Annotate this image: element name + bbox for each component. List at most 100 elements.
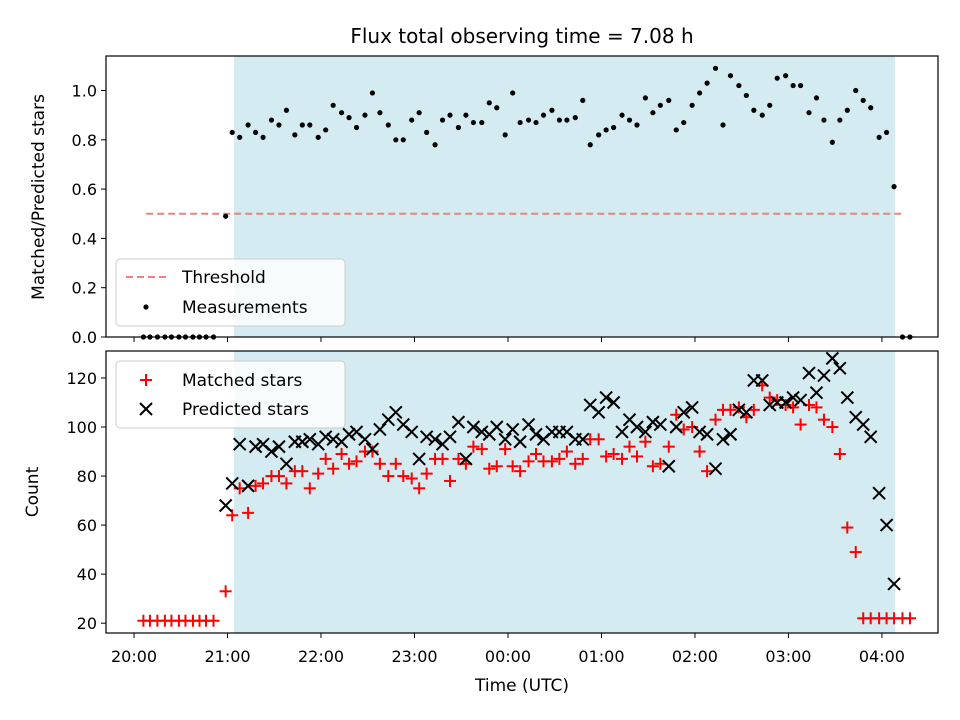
measurement-point [643,95,648,100]
measurement-point [471,120,476,125]
measurement-point [494,105,499,110]
top-legend-measurements-swatch [143,304,148,309]
measurement-point [891,184,896,189]
measurement-point [307,122,312,127]
measurement-point [596,132,601,137]
measurement-point [377,110,382,115]
measurement-point [861,98,866,103]
top-legend-threshold-label: Threshold [181,268,266,288]
measurement-point [611,125,616,130]
measurement-point [432,142,437,147]
top-panel: 0.00.20.40.60.81.0 Matched/Predicted sta… [29,56,938,347]
measurement-point [223,214,228,219]
measurement-point [751,108,756,113]
measurement-point [549,108,554,113]
measurement-point [409,117,414,122]
figure-title: Flux total observing time = 7.08 h [350,24,693,48]
bottom-y-tick-label: 100 [66,418,97,437]
measurement-point [877,135,882,140]
measurement-point [323,127,328,132]
measurement-point [393,137,398,142]
bottom-x-tick-label: 23:00 [391,647,437,666]
measurement-point [704,81,709,86]
bottom-x-tick-label: 02:00 [672,647,718,666]
measurement-point [316,135,321,140]
predicted-point [220,499,232,511]
measurement-point [541,113,546,118]
measurement-point [830,140,835,145]
measurement-point [518,120,523,125]
measurement-point [424,130,429,135]
measurement-point [370,90,375,95]
measurement-point [760,113,765,118]
measurement-point [447,113,452,118]
bottom-y-tick-label: 120 [66,369,97,388]
bottom-x-tick-label: 21:00 [204,647,250,666]
measurement-point [713,66,718,71]
measurement-point [814,95,819,100]
measurement-point [783,73,788,78]
measurement-point [690,103,695,108]
bottom-panel: 20406080100120 20:00 21:00 22:00 23:00 00:00… [23,351,938,696]
measurement-point [806,110,811,115]
top-y-tick-label: 0.4 [72,229,97,248]
measurement-point [736,83,741,88]
bottom-y-tick-label: 20 [77,614,97,633]
measurement-point [339,110,344,115]
bottom-y-tick-label: 80 [77,467,97,486]
measurement-point [503,132,508,137]
measurement-point [775,76,780,81]
measurement-point [634,122,639,127]
measurement-point [253,130,258,135]
measurement-point [479,120,484,125]
top-y-tick-label: 0.0 [72,328,97,347]
measurement-point [853,88,858,93]
measurement-point [674,127,679,132]
matched-point [208,615,220,627]
top-y-ticks: 0.00.20.40.60.81.0 [72,82,106,347]
measurement-point [354,125,359,130]
measurement-point [868,105,873,110]
bottom-y-axis-label: Count [23,466,43,517]
measurement-point [292,132,297,137]
matched-point [220,585,232,597]
measurement-point [837,117,842,122]
bottom-legend: Matched stars Predicted stars [116,361,345,428]
measurement-point [627,117,632,122]
top-y-tick-label: 1.0 [72,82,97,101]
measurement-point [791,83,796,88]
top-legend: Threshold Measurements [116,259,345,326]
matched-point [904,612,916,624]
bottom-y-tick-label: 40 [77,565,97,584]
bottom-y-tick-label: 60 [77,516,97,535]
measurement-point [346,115,351,120]
measurement-point [269,117,274,122]
measurement-point [884,130,889,135]
measurement-point [580,98,585,103]
measurement-point [362,113,367,118]
measurement-point [767,103,772,108]
measurement-point [588,142,593,147]
bottom-legend-matched-label: Matched stars [182,371,302,391]
measurement-point [331,103,336,108]
measurement-point [440,117,445,122]
measurement-point [260,135,265,140]
measurement-point [456,125,461,130]
measurement-point [604,127,609,132]
measurement-point [284,108,289,113]
measurement-point [650,110,655,115]
measurement-point [666,98,671,103]
measurement-point [417,110,422,115]
top-legend-measurements-label: Measurements [182,298,308,318]
measurement-point [744,93,749,98]
measurement-point [564,117,569,122]
top-y-tick-label: 0.8 [72,131,97,150]
measurement-point [821,117,826,122]
measurement-point [845,108,850,113]
measurement-point [510,90,515,95]
bottom-legend-predicted-label: Predicted stars [182,400,309,420]
measurement-point [237,135,242,140]
measurement-point [728,73,733,78]
bottom-x-axis-label: Time (UTC) [474,676,569,696]
measurement-point [658,103,663,108]
